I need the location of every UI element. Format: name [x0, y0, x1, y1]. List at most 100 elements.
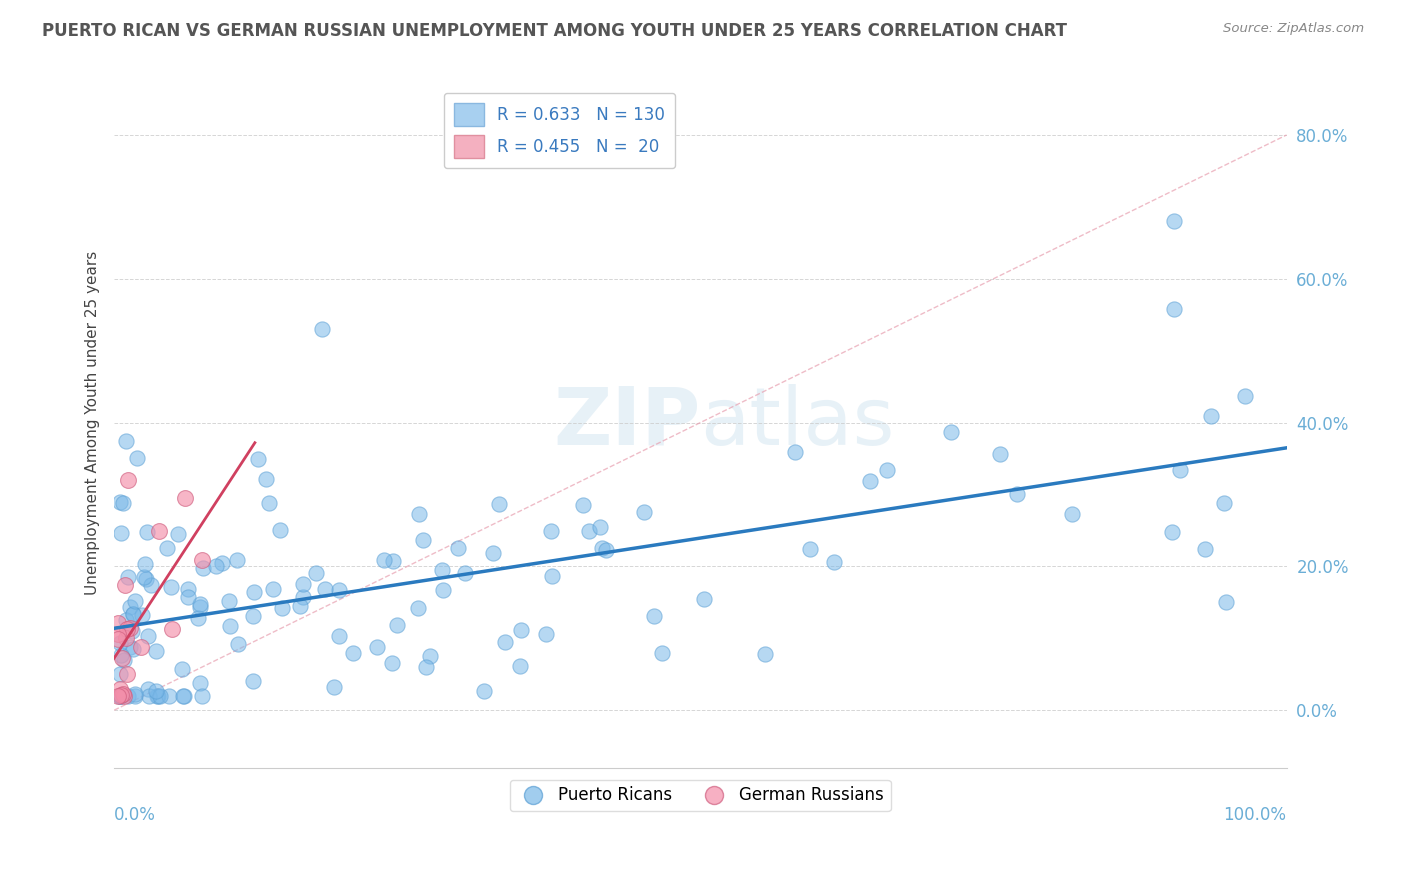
Point [129, 640, 152, 655]
Point [117, 689, 139, 703]
Point [115, 622, 138, 636]
Point [1199, 409, 1222, 423]
Point [823, 555, 845, 569]
Point [112, 689, 135, 703]
Point [170, 662, 193, 676]
Point [120, 640, 142, 655]
Point [1005, 487, 1028, 501]
Point [108, 689, 131, 703]
Point [454, 566, 477, 581]
Point [136, 682, 159, 697]
Point [191, 689, 214, 703]
Point [146, 689, 169, 703]
Point [125, 450, 148, 465]
Point [110, 689, 132, 703]
Point [571, 498, 593, 512]
Point [111, 687, 134, 701]
Point [693, 592, 716, 607]
Point [1234, 389, 1257, 403]
Point [132, 570, 155, 584]
Point [447, 541, 470, 556]
Text: atlas: atlas [700, 384, 894, 461]
Point [1168, 463, 1191, 477]
Point [643, 609, 665, 624]
Point [494, 635, 516, 649]
Point [122, 642, 145, 657]
Point [173, 689, 195, 703]
Point [114, 434, 136, 448]
Point [124, 687, 146, 701]
Point [270, 601, 292, 615]
Point [107, 615, 129, 630]
Point [509, 658, 531, 673]
Point [540, 524, 562, 538]
Point [122, 607, 145, 621]
Point [314, 582, 336, 597]
Text: Source: ZipAtlas.com: Source: ZipAtlas.com [1223, 22, 1364, 36]
Point [432, 582, 454, 597]
Point [876, 463, 898, 477]
Point [381, 656, 404, 670]
Point [328, 583, 350, 598]
Point [225, 553, 247, 567]
Point [218, 619, 240, 633]
Point [591, 541, 613, 555]
Point [115, 667, 138, 681]
Point [291, 590, 314, 604]
Point [108, 666, 131, 681]
Point [366, 640, 388, 654]
Point [242, 609, 264, 624]
Point [1215, 595, 1237, 609]
Point [118, 621, 141, 635]
Point [595, 543, 617, 558]
Point [190, 599, 212, 614]
Point [135, 525, 157, 540]
Point [160, 622, 183, 636]
Point [114, 578, 136, 592]
Text: PUERTO RICAN VS GERMAN RUSSIAN UNEMPLOYMENT AMONG YOUTH UNDER 25 YEARS CORRELATI: PUERTO RICAN VS GERMAN RUSSIAN UNEMPLOYM… [42, 22, 1067, 40]
Point [509, 623, 531, 637]
Point [135, 572, 157, 586]
Point [589, 520, 612, 534]
Point [651, 646, 673, 660]
Point [121, 624, 143, 638]
Point [1163, 214, 1185, 228]
Point [385, 618, 408, 632]
Legend: Puerto Ricans, German Russians: Puerto Ricans, German Russians [510, 780, 890, 811]
Text: ZIP: ZIP [553, 384, 700, 461]
Point [1163, 302, 1185, 317]
Point [988, 447, 1011, 461]
Point [117, 473, 139, 487]
Point [412, 533, 434, 547]
Point [257, 496, 280, 510]
Point [1060, 507, 1083, 521]
Point [488, 497, 510, 511]
Point [243, 585, 266, 599]
Point [311, 322, 333, 336]
Point [112, 653, 135, 667]
Point [859, 475, 882, 489]
Point [269, 523, 291, 537]
Point [247, 451, 270, 466]
Point [107, 626, 129, 640]
Point [291, 576, 314, 591]
Point [406, 600, 429, 615]
Point [167, 527, 190, 541]
Point [1194, 541, 1216, 556]
Point [305, 566, 328, 580]
Point [117, 570, 139, 584]
Point [108, 689, 131, 703]
Point [1212, 496, 1234, 510]
Point [124, 689, 146, 703]
Point [148, 689, 170, 703]
Point [328, 629, 350, 643]
Point [156, 541, 179, 555]
Point [323, 680, 346, 694]
Point [157, 689, 180, 703]
Point [107, 689, 129, 703]
Point [191, 561, 214, 575]
Point [205, 559, 228, 574]
Point [481, 545, 503, 559]
Point [211, 556, 233, 570]
Point [534, 626, 557, 640]
